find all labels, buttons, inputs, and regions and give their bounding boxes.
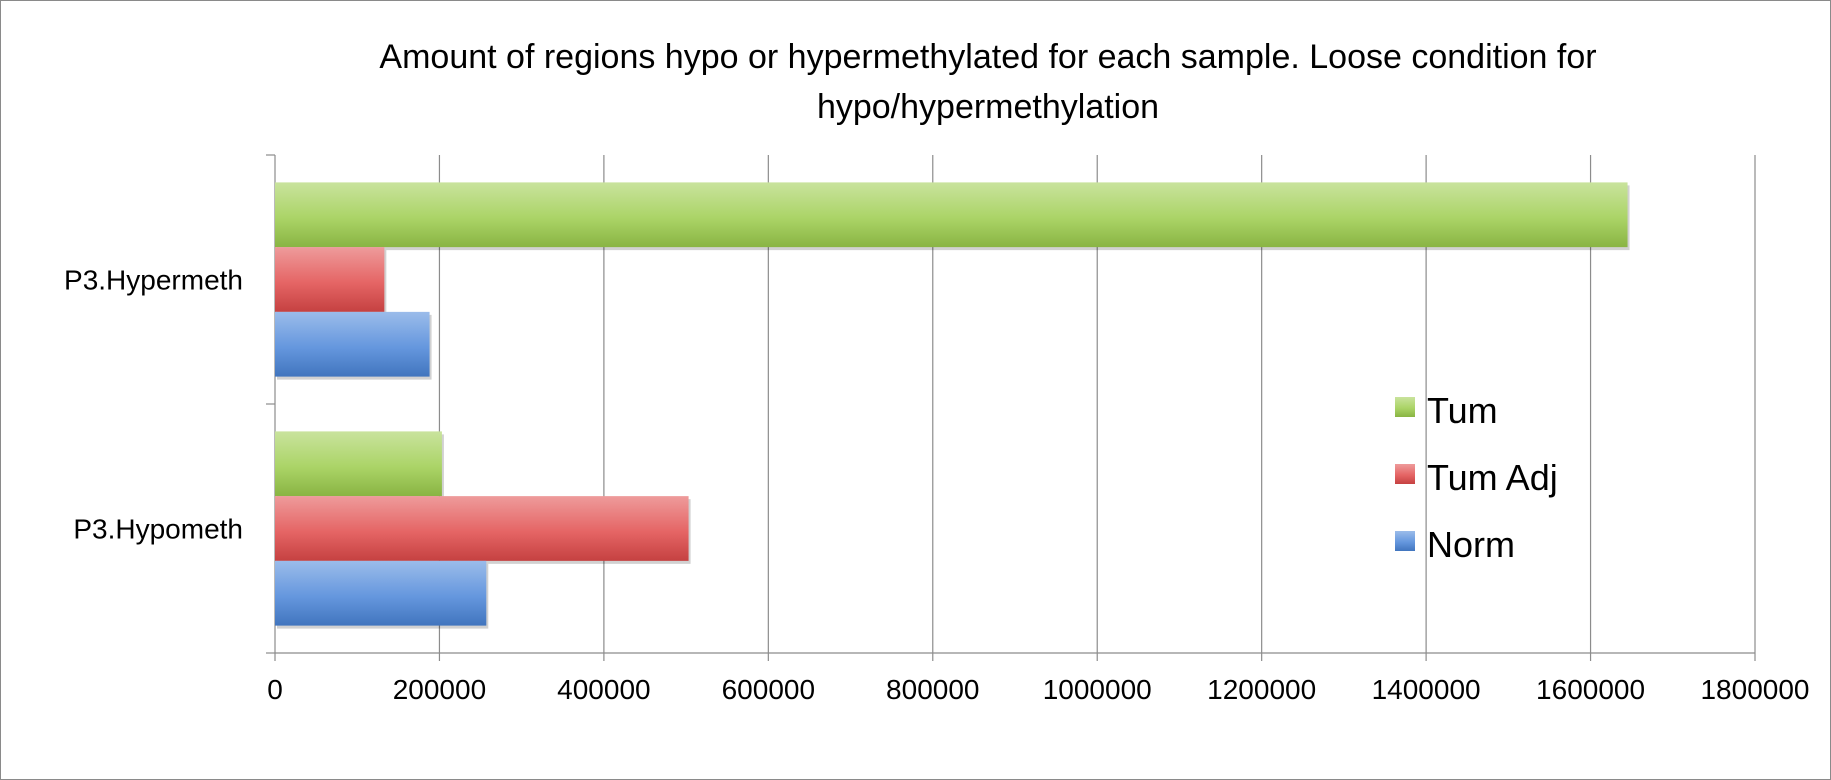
- x-tick-label: 800000: [886, 674, 979, 705]
- bar-norm-p3-hypermeth: [275, 312, 430, 377]
- x-tick-label: 400000: [557, 674, 650, 705]
- legend-swatch-norm: [1395, 531, 1415, 551]
- legend-label-tum: Tum: [1427, 390, 1498, 431]
- x-tick-label: 1800000: [1700, 674, 1809, 705]
- legend-label-tum-adj: Tum Adj: [1427, 457, 1558, 498]
- x-tick-label: 0: [267, 674, 283, 705]
- chart-title-line-2: hypo/hypermethylation: [817, 88, 1159, 126]
- chart-title-line-1: Amount of regions hypo or hypermethylate…: [379, 38, 1596, 76]
- x-tick-label: 200000: [393, 674, 486, 705]
- legend-swatch-tum-adj: [1395, 464, 1415, 484]
- category-label: P3.Hypermeth: [64, 265, 243, 296]
- legend-swatch-tum: [1395, 397, 1415, 417]
- bar-tum-p3-hypermeth: [275, 182, 1628, 247]
- x-tick-label: 600000: [722, 674, 815, 705]
- bar-norm-p3-hypometh: [275, 561, 486, 626]
- x-tick-label: 1600000: [1536, 674, 1645, 705]
- x-tick-label: 1000000: [1043, 674, 1152, 705]
- bar-tum-p3-hypometh: [275, 431, 442, 496]
- bar-tum-adj-p3-hypometh: [275, 496, 689, 561]
- legend-label-norm: Norm: [1427, 524, 1515, 565]
- x-tick-label: 1200000: [1207, 674, 1316, 705]
- x-tick-label: 1400000: [1372, 674, 1481, 705]
- bar-tum-adj-p3-hypermeth: [275, 247, 384, 312]
- category-label: P3.Hypometh: [73, 514, 243, 545]
